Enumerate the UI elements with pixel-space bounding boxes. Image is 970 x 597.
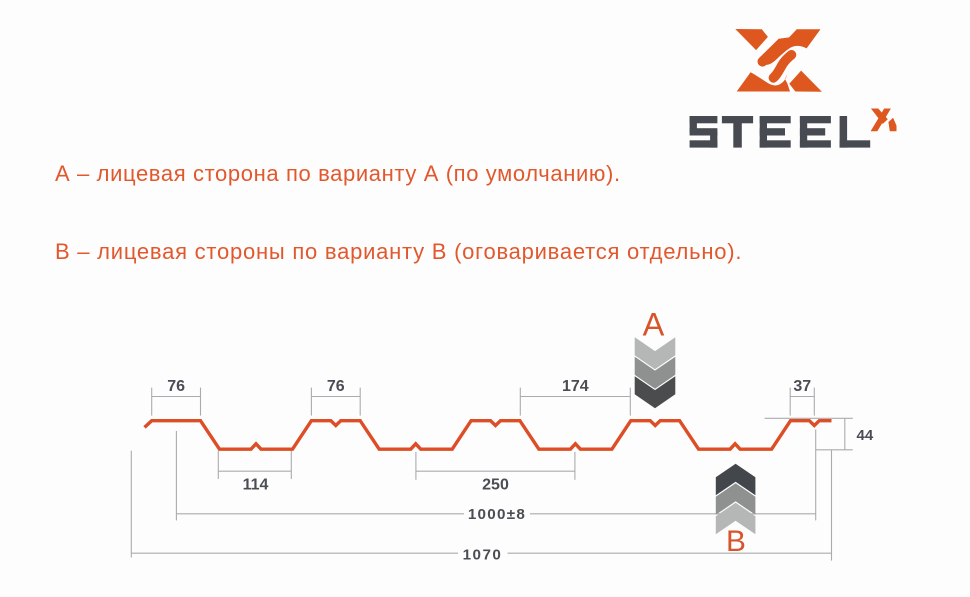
svg-text:37: 37 (793, 378, 811, 395)
svg-text:B: B (726, 525, 746, 558)
svg-text:114: 114 (243, 476, 269, 493)
svg-text:76: 76 (167, 378, 185, 395)
svg-text:250: 250 (482, 477, 509, 494)
svg-text:1000±8: 1000±8 (468, 506, 526, 523)
svg-text:A: A (643, 307, 665, 343)
svg-text:44: 44 (857, 427, 874, 444)
svg-text:174: 174 (562, 378, 589, 395)
svg-text:1070: 1070 (463, 546, 503, 563)
svg-text:76: 76 (327, 378, 345, 395)
